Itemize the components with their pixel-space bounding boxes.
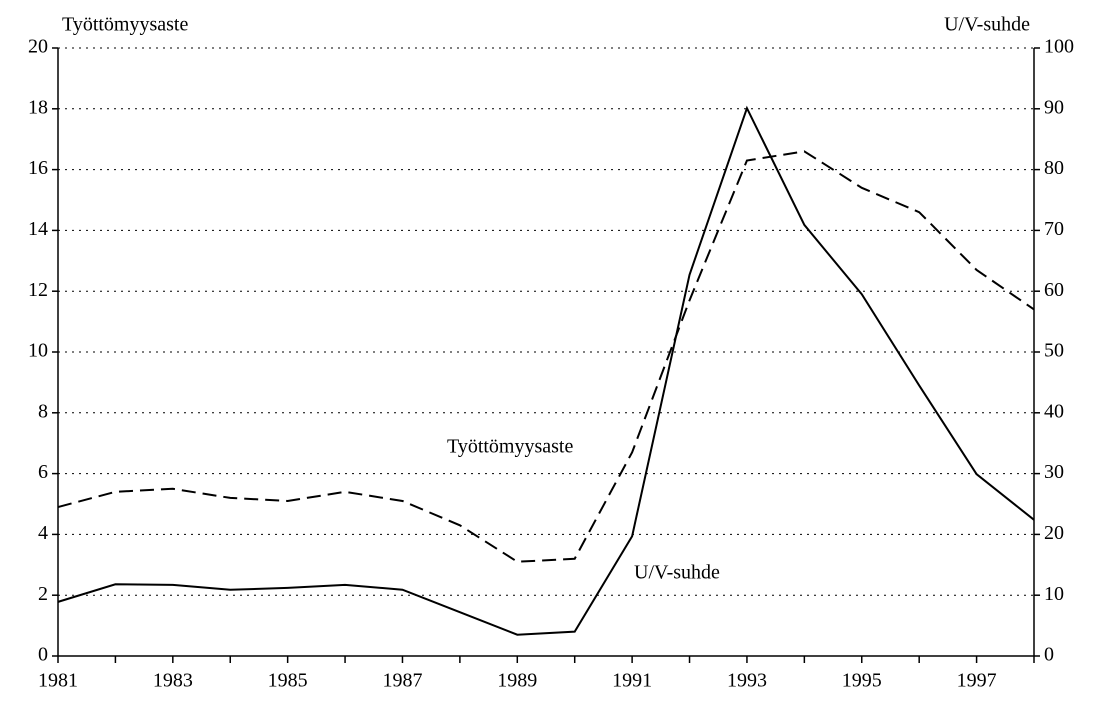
y-tick-label: 18 xyxy=(28,96,48,118)
y-tick-label: 6 xyxy=(38,461,48,483)
x-tick-label: 1989 xyxy=(497,670,537,692)
y2-tick-label: 20 xyxy=(1044,522,1064,544)
y2-tick-label: 80 xyxy=(1044,157,1064,179)
y2-tick-label: 70 xyxy=(1044,218,1064,240)
y2-tick-label: 40 xyxy=(1044,400,1064,422)
y2-tick-label: 60 xyxy=(1044,279,1064,301)
y-tick-label: 20 xyxy=(28,36,48,58)
series-line xyxy=(57,105,1035,636)
y2-tick-label: 10 xyxy=(1044,583,1064,605)
y-tick-label: 10 xyxy=(28,340,48,362)
y-axis-title: Työttömyysaste xyxy=(62,14,188,36)
x-tick-label: 1985 xyxy=(268,670,308,692)
y2-tick-label: 30 xyxy=(1044,461,1064,483)
x-tick-label: 1981 xyxy=(38,670,78,692)
y-tick-label: 2 xyxy=(38,583,48,605)
x-tick-label: 1997 xyxy=(957,670,997,692)
y2-tick-label: 50 xyxy=(1044,340,1064,362)
y2-axis-title: U/V-suhde xyxy=(944,14,1030,36)
y-tick-label: 12 xyxy=(28,279,48,301)
x-tick-label: 1993 xyxy=(727,670,767,692)
series-line xyxy=(57,150,1035,563)
y-tick-label: 8 xyxy=(38,400,48,422)
annotation: Työttömyysaste xyxy=(447,436,573,458)
x-tick-label: 1991 xyxy=(612,670,652,692)
y-tick-label: 4 xyxy=(38,522,48,544)
y2-tick-label: 100 xyxy=(1044,36,1074,58)
x-tick-label: 1995 xyxy=(842,670,882,692)
x-tick-label: 1983 xyxy=(153,670,193,692)
x-tick-label: 1987 xyxy=(382,670,422,692)
y-tick-label: 16 xyxy=(28,157,48,179)
y2-tick-label: 0 xyxy=(1044,644,1054,666)
y-tick-label: 0 xyxy=(38,644,48,666)
y2-tick-label: 90 xyxy=(1044,96,1064,118)
y-tick-label: 14 xyxy=(28,218,48,240)
annotation: U/V-suhde xyxy=(634,562,720,584)
